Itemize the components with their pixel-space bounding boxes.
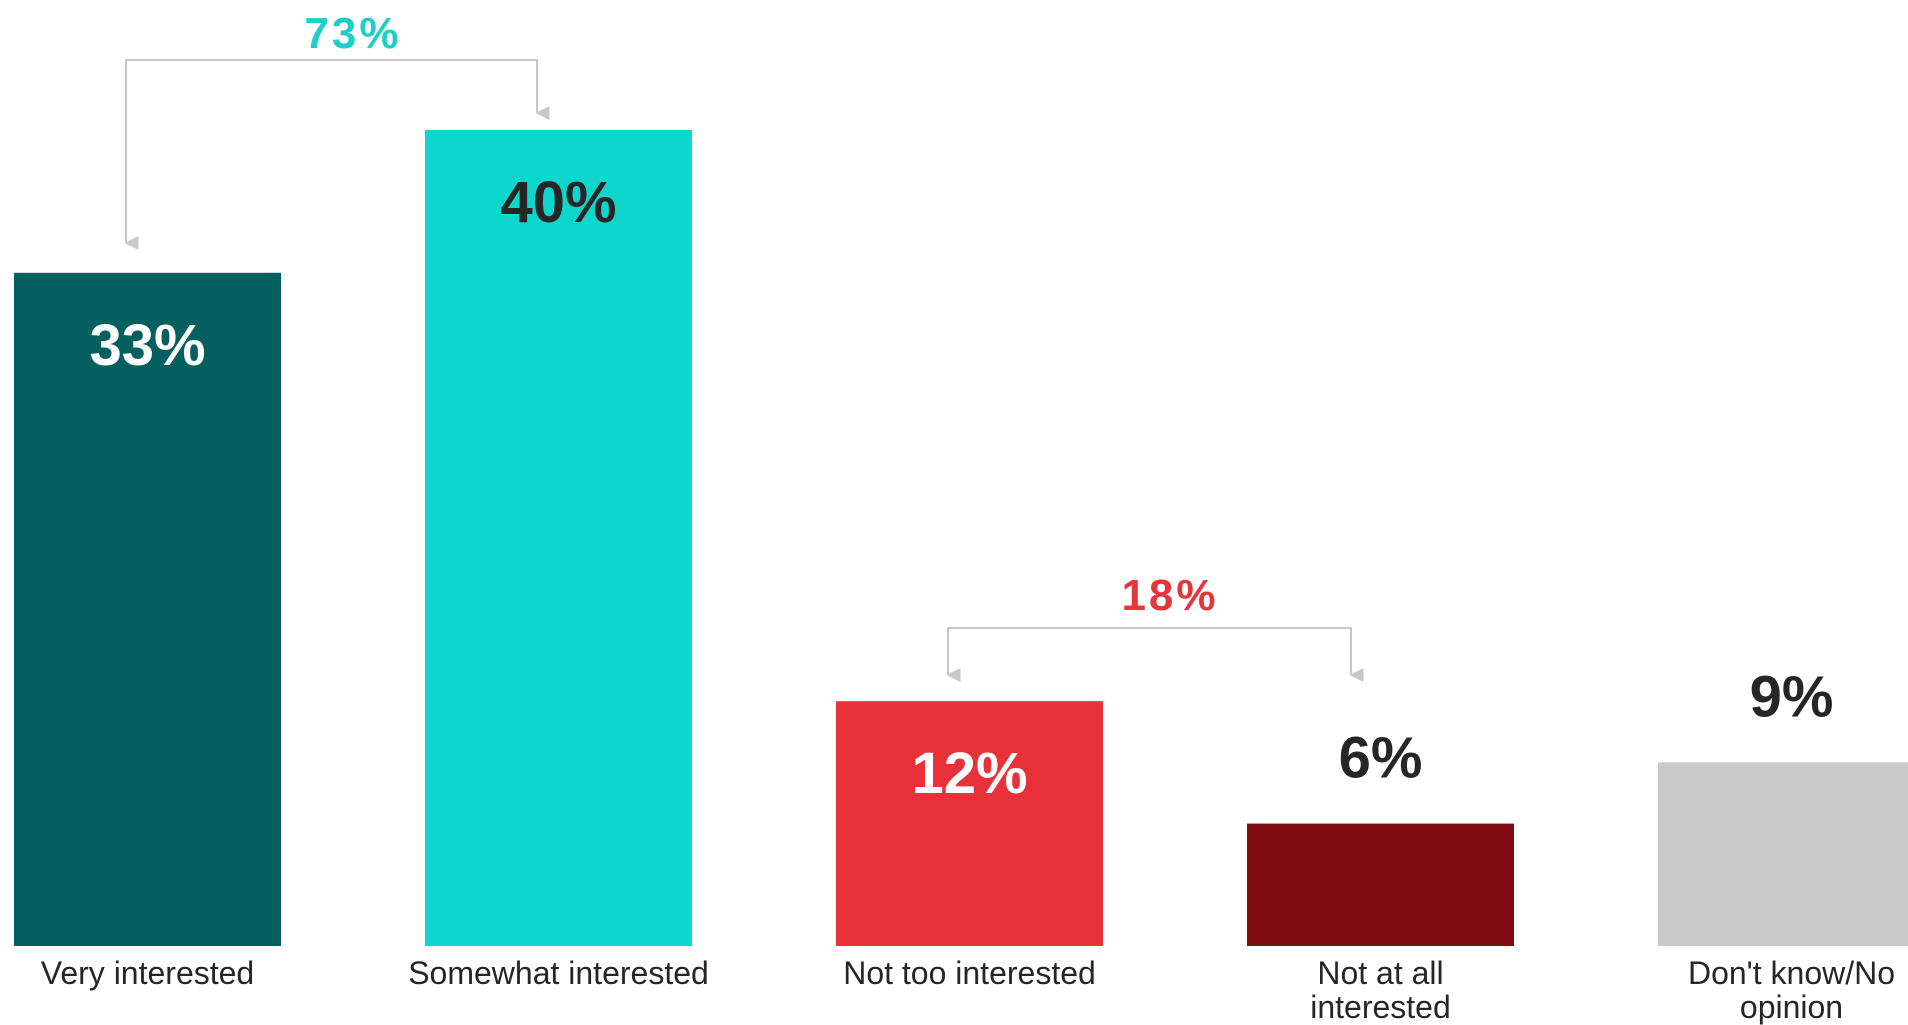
bars (14, 130, 1908, 946)
category-label-don-t-know-no-opinion: Don't know/No opinion (1672, 956, 1908, 1024)
bar-don-t-know-no-opinion (1658, 762, 1908, 946)
data-label-not-too-interested: 12% (911, 741, 1027, 806)
category-label-not-too-interested: Not too interested (790, 956, 1150, 990)
bar-not-at-all-interested (1247, 824, 1514, 946)
bracket-annotations: 73% 18% (126, 9, 1351, 675)
data-label-somewhat-interested: 40% (500, 170, 616, 235)
category-label-not-at-all-interested: Not at all interested (1271, 956, 1491, 1024)
data-label-very-interested: 33% (89, 313, 205, 378)
category-label-very-interested: Very interested (0, 956, 328, 990)
bracket-1-label: 73% (304, 9, 401, 58)
category-label-somewhat-interested: Somewhat interested (379, 956, 739, 990)
bracket-2-line (948, 628, 1351, 675)
bracket-2-label: 18% (1121, 571, 1218, 620)
data-label-don-t-know-no-opinion: 9% (1750, 664, 1834, 729)
bar-not-too-interested (836, 701, 1103, 946)
data-label-not-at-all-interested: 6% (1339, 726, 1423, 791)
bar-somewhat-interested (425, 130, 692, 946)
